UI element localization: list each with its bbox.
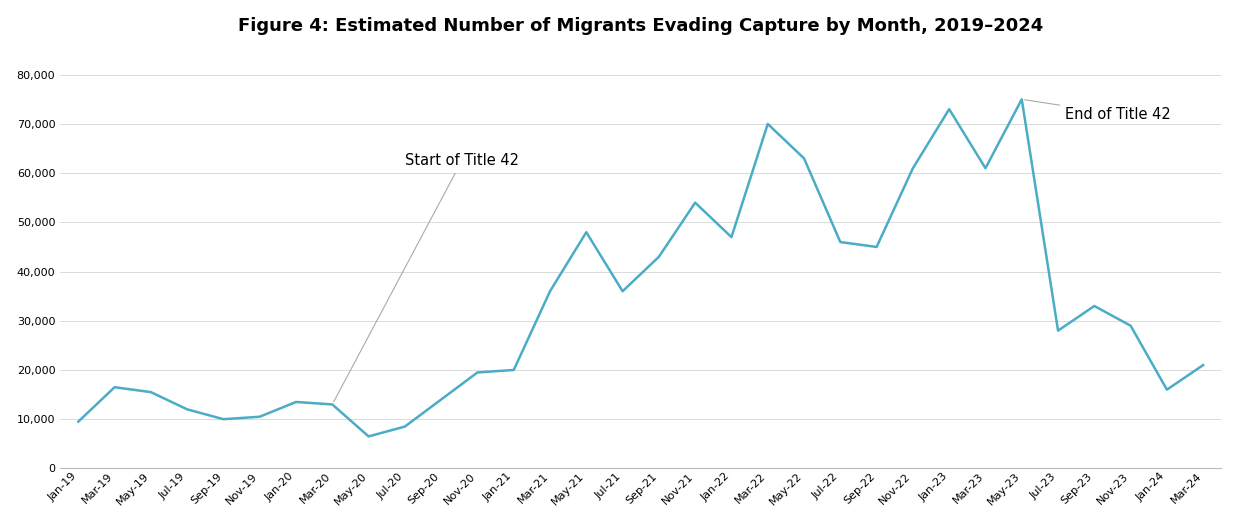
Text: End of Title 42: End of Title 42	[1025, 100, 1171, 122]
Text: Start of Title 42: Start of Title 42	[333, 153, 519, 402]
Title: Figure 4: Estimated Number of Migrants Evading Capture by Month, 2019–2024: Figure 4: Estimated Number of Migrants E…	[238, 17, 1044, 35]
